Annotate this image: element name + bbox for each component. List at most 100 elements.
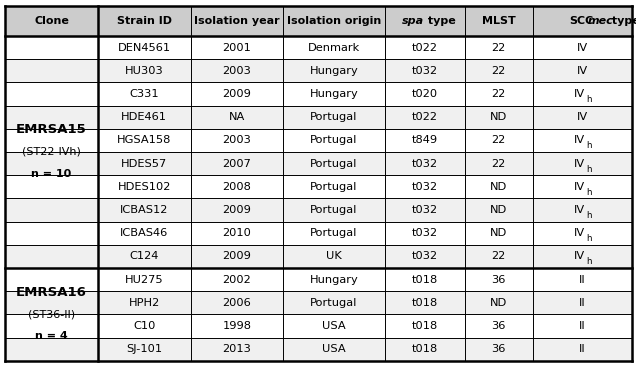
Text: 36: 36 [492,275,506,285]
Text: Hungary: Hungary [310,89,358,99]
Bar [5,59,632,82]
Text: 36: 36 [492,321,506,331]
Bar [5,338,632,361]
Text: h: h [586,258,592,267]
Text: 22: 22 [492,43,506,53]
Text: II: II [579,298,585,308]
Text: HPH2: HPH2 [128,298,160,308]
Text: 36: 36 [492,344,506,354]
Text: spa: spa [402,16,424,26]
Bar [5,198,632,221]
Text: Isolation year: Isolation year [194,16,280,26]
Text: 2006: 2006 [223,298,251,308]
Text: 22: 22 [492,159,506,169]
Text: Hungary: Hungary [310,275,358,285]
Text: t018: t018 [411,298,438,308]
Bar [5,314,632,338]
Text: Portugal: Portugal [310,205,357,215]
Text: Isolation origin: Isolation origin [287,16,381,26]
Text: t018: t018 [411,344,438,354]
Text: Strain ID: Strain ID [116,16,172,26]
Text: 22: 22 [492,66,506,76]
Text: HDE461: HDE461 [121,112,167,122]
Text: II: II [579,275,585,285]
Text: 2009: 2009 [223,205,251,215]
Bar [5,6,632,36]
Text: (ST22-IVh): (ST22-IVh) [22,147,81,157]
Text: ND: ND [490,228,508,238]
Text: II: II [579,344,585,354]
Text: h: h [586,188,592,197]
Text: h: h [586,165,592,174]
Text: 2010: 2010 [223,228,251,238]
Text: t849: t849 [411,135,438,145]
Text: SJ-101: SJ-101 [126,344,162,354]
Text: USA: USA [322,344,346,354]
Text: 2009: 2009 [223,89,251,99]
Text: t032: t032 [411,251,438,261]
Text: n = 4: n = 4 [35,332,68,341]
Text: (ST36-II): (ST36-II) [28,309,75,319]
Text: Portugal: Portugal [310,298,357,308]
Text: NA: NA [229,112,245,122]
Text: SCC: SCC [569,16,593,26]
Text: IV: IV [574,205,584,215]
Text: 1998: 1998 [223,321,251,331]
Text: II: II [579,321,585,331]
Text: t032: t032 [411,228,438,238]
Bar [5,221,632,245]
Text: HDES57: HDES57 [121,159,167,169]
Bar [5,82,632,105]
Text: 2003: 2003 [223,66,251,76]
Text: t018: t018 [411,275,438,285]
Text: h: h [586,142,592,151]
Bar [5,291,632,314]
Text: ND: ND [490,182,508,192]
Text: t022: t022 [412,43,438,53]
Text: 22: 22 [492,135,506,145]
Bar [5,175,632,198]
Bar [5,152,632,175]
Text: t032: t032 [411,205,438,215]
Text: Portugal: Portugal [310,112,357,122]
Text: mec: mec [588,16,614,26]
Text: EMRSA15: EMRSA15 [16,123,87,136]
Text: 2013: 2013 [223,344,251,354]
Bar [5,268,632,291]
Text: t032: t032 [411,159,438,169]
Bar [5,129,632,152]
Text: type: type [607,16,636,26]
Text: 22: 22 [492,89,506,99]
Bar [5,36,632,59]
Text: IV: IV [576,43,588,53]
Text: HU303: HU303 [125,66,163,76]
Text: IV: IV [574,89,584,99]
Text: IV: IV [574,159,584,169]
Text: ICBAS46: ICBAS46 [120,228,169,238]
Text: 2002: 2002 [223,275,251,285]
Text: n = 10: n = 10 [31,169,72,179]
Text: C124: C124 [130,251,159,261]
Text: UK: UK [326,251,342,261]
Text: MLST: MLST [482,16,516,26]
Text: Denmark: Denmark [308,43,360,53]
Text: EMRSA16: EMRSA16 [16,286,87,299]
Text: Clone: Clone [34,16,69,26]
Text: 2003: 2003 [223,135,251,145]
Text: t032: t032 [411,182,438,192]
Text: 2008: 2008 [223,182,251,192]
Text: C10: C10 [133,321,155,331]
Text: DEN4561: DEN4561 [118,43,170,53]
Text: t018: t018 [411,321,438,331]
Text: 2009: 2009 [223,251,251,261]
Text: IV: IV [574,135,584,145]
Text: t032: t032 [411,66,438,76]
Text: Portugal: Portugal [310,182,357,192]
Text: h: h [586,211,592,220]
Text: C331: C331 [129,89,159,99]
Text: 2001: 2001 [223,43,251,53]
Text: IV: IV [576,112,588,122]
Text: IV: IV [574,228,584,238]
Text: 22: 22 [492,251,506,261]
Text: Portugal: Portugal [310,228,357,238]
